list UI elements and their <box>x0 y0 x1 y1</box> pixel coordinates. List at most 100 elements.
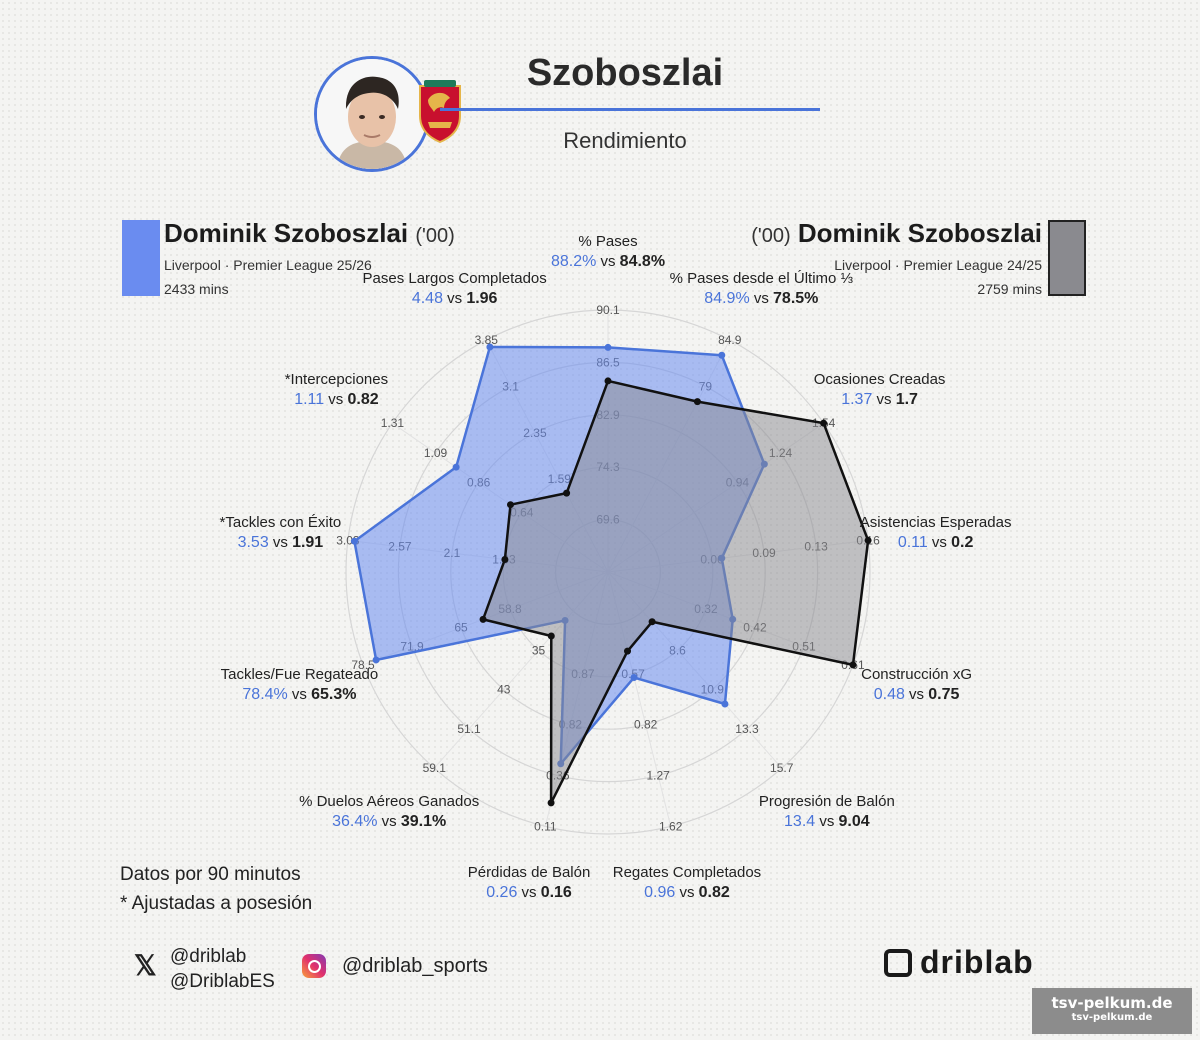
series-1-point <box>630 674 638 682</box>
metric-label: Pérdidas de Balón 0.26 vs 0.16 <box>419 863 639 903</box>
metric-values: 88.2% vs 84.8% <box>498 252 718 272</box>
metric-vs: vs <box>596 253 620 270</box>
metric-value-current: 0.96 <box>644 883 676 901</box>
metric-name: Tackles/Fue Regateado <box>220 666 379 684</box>
player1-minutes: 2433 mins <box>164 281 229 297</box>
metric-label: Regates Completados 0.96 vs 0.82 <box>577 863 797 903</box>
tick-label: 90.1 <box>596 303 620 317</box>
metric-value-previous: 1.96 <box>466 289 498 307</box>
metric-value-current: 3.53 <box>237 534 269 552</box>
tick-label: 1.62 <box>659 819 683 833</box>
instagram-icon[interactable] <box>302 954 326 978</box>
metric-label: Ocasiones Creadas 1.37 vs 1.7 <box>770 370 990 410</box>
tick-label: 59.1 <box>423 761 447 775</box>
metric-values: 3.53 vs 1.91 <box>170 533 390 553</box>
player2-name: Dominik Szoboszlai <box>797 218 1042 248</box>
metric-label: % Duelos Aéreos Ganados 36.4% vs 39.1% <box>279 792 499 832</box>
page-subtitle: Rendimiento <box>563 128 687 153</box>
metric-value-previous: 39.1% <box>400 812 447 830</box>
series-2-point <box>507 501 515 509</box>
series-1-point <box>721 700 729 708</box>
metric-value-previous: 0.75 <box>928 686 960 704</box>
series-2-point <box>547 632 555 640</box>
metric-vs: vs <box>815 812 839 830</box>
series-1-point <box>718 351 726 359</box>
metric-value-previous: 9.04 <box>838 812 870 830</box>
series-2-point <box>479 615 487 623</box>
metric-values: 1.11 vs 0.82 <box>226 390 446 410</box>
x-logo-icon[interactable]: 𝕏 <box>134 950 157 981</box>
series-2-point <box>864 536 872 544</box>
notes: Datos por 90 minutos * Ajustadas a poses… <box>120 860 312 918</box>
metric-value-current: 1.11 <box>294 391 325 409</box>
metric-vs: vs <box>377 812 401 830</box>
x-handle-primary[interactable]: @driblab <box>170 946 247 967</box>
note-per90: Datos por 90 minutos <box>120 864 301 885</box>
player1-color-swatch <box>122 220 160 296</box>
metric-value-previous: 84.8% <box>619 253 666 270</box>
tick-label: 0.82 <box>634 718 658 732</box>
series-1-point <box>486 343 494 351</box>
series-2-area <box>481 379 870 805</box>
tick-label: 1.09 <box>424 446 448 460</box>
player1-competition: Liverpool · Premier League 25/26 <box>164 257 372 273</box>
metric-name: Progresión de Balón <box>758 792 895 810</box>
metric-name: % Pases desde el Último ⅓ <box>669 269 854 287</box>
page-title: Szoboszlai <box>526 52 724 94</box>
metric-vs: vs <box>927 534 952 552</box>
metric-value-previous: 65.3% <box>311 686 357 704</box>
series-1-point <box>372 656 380 664</box>
metric-name: Regates Completados <box>612 863 762 881</box>
x-handle-secondary[interactable]: @DriblabES <box>170 971 275 992</box>
metric-value-previous: 1.7 <box>895 391 918 409</box>
metric-values: 78.4% vs 65.3% <box>189 685 409 705</box>
tick-label: 3.85 <box>475 333 499 347</box>
series-2-point <box>547 799 555 807</box>
metric-value-previous: 78.5% <box>773 289 819 307</box>
metric-value-current: 0.48 <box>873 686 905 704</box>
metric-values: 36.4% vs 39.1% <box>279 812 499 832</box>
metric-vs: vs <box>872 391 896 409</box>
metric-values: 84.9% vs 78.5% <box>651 289 871 309</box>
tick-label: 43 <box>497 683 511 697</box>
metric-values: 1.37 vs 1.7 <box>770 390 990 410</box>
tick-label: 1.27 <box>646 769 670 783</box>
tick-label: 78.5 <box>351 658 375 672</box>
player-avatar <box>314 56 430 172</box>
watermark-line2: tsv-pelkum.de <box>1071 1012 1153 1023</box>
tick-label: 84.9 <box>718 333 742 347</box>
tick-label: 15.7 <box>770 761 794 775</box>
metric-value-current: 1.37 <box>841 391 873 409</box>
note-possession: * Ajustadas a posesión <box>120 893 313 914</box>
player1-name: Dominik Szoboszlai <box>164 218 409 248</box>
metric-value-current: 13.4 <box>784 812 816 830</box>
driblab-logo-icon <box>884 949 912 977</box>
metric-values: 0.48 vs 0.75 <box>807 685 1027 705</box>
metric-vs: vs <box>675 883 699 901</box>
series-1-point <box>350 537 358 545</box>
metric-label: % Pases desde el Último ⅓ 84.9% vs 78.5% <box>651 269 871 309</box>
instagram-handle[interactable]: @driblab_sports <box>342 955 488 977</box>
metric-name: % Duelos Aéreos Ganados <box>299 792 480 810</box>
metric-name: Pases Largos Completados <box>362 269 547 287</box>
metric-name: Pérdidas de Balón <box>467 863 591 881</box>
metric-label: Asistencias Esperadas 0.11 vs 0.2 <box>826 513 1046 553</box>
tick-label: 0.11 <box>534 819 557 833</box>
metric-label: % Pases 88.2% vs 84.8% <box>498 232 718 272</box>
metric-values: 13.4 vs 9.04 <box>717 812 937 832</box>
metric-value-previous: 0.82 <box>698 883 730 901</box>
metric-value-current: 78.4% <box>242 686 288 704</box>
metric-value-current: 88.2% <box>550 253 597 270</box>
metric-value-current: 0.26 <box>486 883 518 901</box>
brand-logo-text: driblab <box>920 944 1034 980</box>
series-1-point <box>452 463 460 471</box>
series-2-point <box>604 377 612 385</box>
metric-label: *Tackles con Éxito 3.53 vs 1.91 <box>170 513 390 553</box>
player2-name-row: ('00) Dominik Szoboszlai <box>751 218 1042 249</box>
player1-year: ('00) <box>415 225 455 247</box>
metric-name: Construcción xG <box>861 666 972 684</box>
metric-name: Asistencias Esperadas <box>859 514 1012 532</box>
metric-values: 0.11 vs 0.2 <box>826 533 1046 553</box>
metric-name: *Intercepciones <box>284 371 389 389</box>
